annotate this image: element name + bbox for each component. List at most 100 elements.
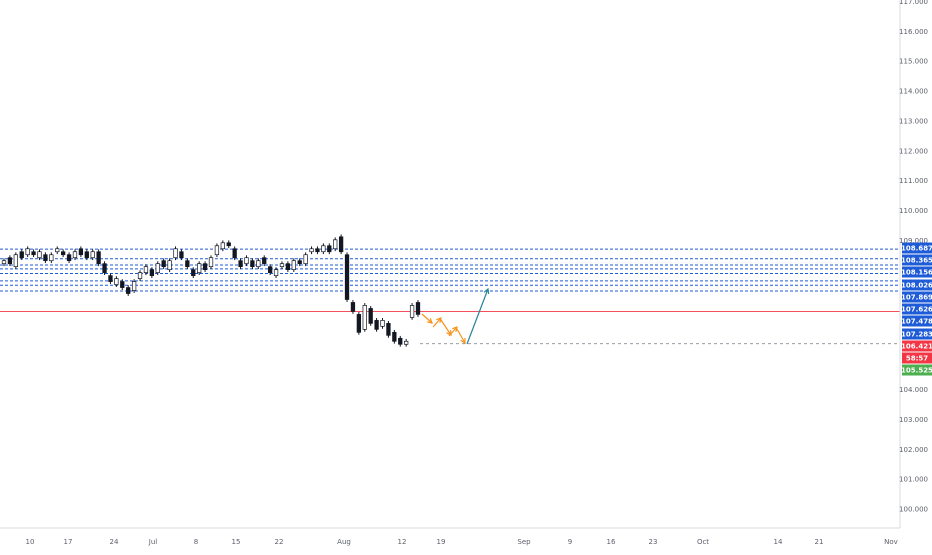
candle-body[interactable] — [409, 305, 415, 318]
candle-body[interactable] — [49, 254, 54, 262]
candle-body[interactable] — [90, 251, 95, 259]
arrow-head[interactable] — [483, 287, 490, 295]
candle-body[interactable] — [72, 251, 78, 259]
candle-body[interactable] — [167, 260, 172, 271]
candle-body[interactable] — [238, 260, 243, 268]
candle-body[interactable] — [173, 248, 178, 259]
candle-body[interactable] — [356, 314, 362, 333]
candle-body[interactable] — [380, 320, 385, 327]
target-price-badge[interactable] — [902, 364, 932, 376]
candle-body[interactable] — [43, 254, 48, 262]
candle-body[interactable] — [226, 242, 231, 247]
candle-body[interactable] — [185, 260, 190, 268]
candle-body[interactable] — [267, 266, 273, 273]
arrow-head[interactable] — [426, 318, 433, 324]
candle-body[interactable] — [303, 254, 308, 265]
candle-body[interactable] — [179, 251, 184, 259]
arrow-head[interactable] — [436, 317, 442, 324]
candle-body[interactable] — [143, 266, 149, 273]
candle-body[interactable] — [66, 254, 72, 262]
candle-body[interactable] — [398, 337, 403, 345]
candle-body[interactable] — [102, 263, 107, 273]
candle-body[interactable] — [291, 260, 296, 271]
candle-body[interactable] — [350, 302, 356, 312]
candle-body[interactable] — [404, 340, 409, 345]
candle-body[interactable] — [220, 242, 225, 250]
candle-body[interactable] — [250, 260, 255, 268]
candle-body[interactable] — [262, 257, 267, 265]
candle-body[interactable] — [368, 308, 373, 324]
candle-body[interactable] — [131, 281, 137, 291]
candle-body[interactable] — [31, 251, 36, 256]
target-price-badge-label: 105.525 — [901, 367, 932, 375]
time-tick-label: Nov — [884, 538, 898, 546]
level-price-badge[interactable] — [902, 315, 932, 327]
level-price-badge[interactable] — [902, 303, 932, 315]
candle-body[interactable] — [232, 248, 237, 259]
candle-body[interactable] — [96, 251, 101, 265]
candle-body[interactable] — [55, 248, 60, 253]
projection-arrow[interactable] — [432, 317, 442, 328]
candle-body[interactable] — [256, 260, 261, 268]
candle-body[interactable] — [202, 263, 208, 270]
candle-body[interactable] — [362, 305, 367, 330]
candle-body[interactable] — [244, 257, 249, 265]
candle-body[interactable] — [84, 251, 89, 259]
candle-body[interactable] — [392, 331, 397, 342]
level-price-badge[interactable] — [902, 254, 932, 266]
candle-body[interactable] — [13, 254, 18, 268]
projection-arrow[interactable] — [448, 326, 458, 337]
arrow-head[interactable] — [452, 326, 458, 333]
candle-body[interactable] — [155, 263, 160, 273]
candle-body[interactable] — [149, 269, 155, 276]
candle-body[interactable] — [126, 287, 131, 294]
projection-arrow[interactable] — [421, 313, 433, 324]
candle-body[interactable] — [108, 275, 113, 282]
candle-body[interactable] — [191, 269, 196, 276]
candle-body[interactable] — [60, 251, 66, 256]
projection-arrow[interactable] — [456, 328, 466, 344]
candle-body[interactable] — [208, 257, 214, 268]
candle-body[interactable] — [285, 263, 291, 270]
time-tick-label: 21 — [815, 538, 824, 546]
projection-arrow[interactable] — [440, 319, 452, 336]
level-price-badge[interactable] — [902, 242, 932, 254]
candle-body[interactable] — [374, 320, 379, 330]
candle-body[interactable] — [338, 236, 344, 253]
candle-body[interactable] — [415, 302, 421, 315]
target-arrow[interactable] — [466, 288, 489, 345]
time-axis-background[interactable] — [0, 528, 932, 550]
candle-body[interactable] — [315, 248, 320, 253]
candle-body[interactable] — [161, 260, 166, 268]
level-price-badge[interactable] — [902, 279, 932, 291]
candle-body[interactable] — [197, 263, 202, 273]
candle-body[interactable] — [333, 239, 338, 250]
candle-body[interactable] — [297, 260, 302, 265]
candle-body[interactable] — [7, 257, 13, 265]
candle-body[interactable] — [114, 278, 119, 285]
candle-body[interactable] — [344, 254, 350, 300]
current-price-badge[interactable] — [902, 340, 932, 352]
candle-body[interactable] — [309, 248, 314, 253]
candle-body[interactable] — [78, 248, 84, 256]
candle-body[interactable] — [37, 251, 42, 259]
candle-body[interactable] — [386, 323, 391, 336]
countdown-badge[interactable] — [902, 352, 932, 364]
candle-body[interactable] — [279, 263, 285, 268]
candle-body[interactable] — [321, 245, 326, 253]
candle-body[interactable] — [19, 251, 24, 259]
arrow-head[interactable] — [460, 337, 466, 345]
candle-body[interactable] — [137, 272, 143, 279]
candle-body[interactable] — [273, 269, 279, 276]
candle-body[interactable] — [214, 245, 220, 256]
level-price-badge[interactable] — [902, 266, 932, 278]
candle-body[interactable] — [120, 281, 125, 288]
level-price-badge[interactable] — [902, 291, 932, 303]
candle-body[interactable] — [25, 248, 30, 256]
candle-body[interactable] — [327, 245, 332, 253]
candle-body[interactable] — [1, 260, 7, 265]
level-price-badge[interactable] — [902, 328, 932, 340]
arrow-head[interactable] — [446, 329, 452, 337]
